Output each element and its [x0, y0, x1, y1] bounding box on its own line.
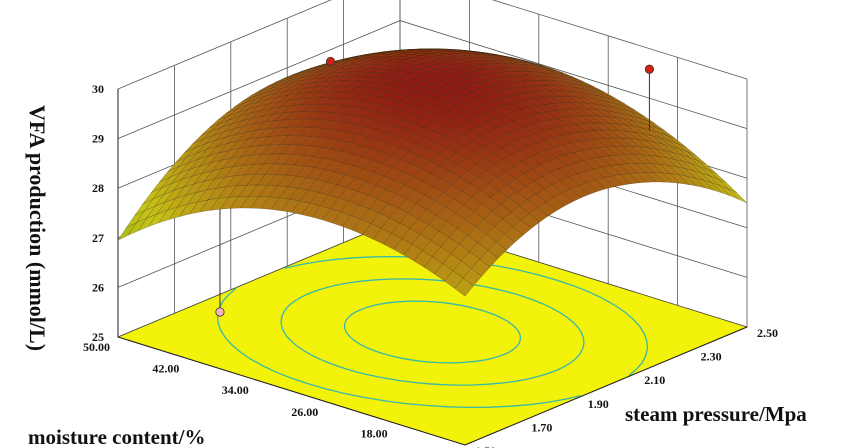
floor-contour	[343, 300, 522, 364]
design-point	[644, 64, 655, 74]
response-surface	[117, 48, 748, 297]
surface-patch	[454, 277, 474, 297]
floor-contour	[216, 287, 581, 409]
z-tick-label: 25	[92, 330, 104, 344]
x-axis-title: steam pressure/Mpa	[625, 402, 807, 426]
floor-plane	[116, 218, 749, 446]
x-tick-label: 2.10	[644, 373, 665, 387]
z-tick-label: 26	[92, 280, 104, 294]
tick-labels: 25262728293010.0018.0026.0034.0042.0050.…	[83, 82, 778, 448]
z-tick-label: 29	[92, 132, 104, 146]
design-point	[325, 56, 336, 67]
front-frame	[117, 89, 748, 446]
x-tick-label: 2.30	[701, 350, 722, 364]
design-point	[215, 307, 225, 317]
y-tick-label: 26.00	[291, 405, 318, 419]
y-tick-label: 18.00	[361, 426, 388, 440]
floor-contour	[556, 279, 649, 377]
design-point-stems-above	[325, 56, 655, 131]
x-tick-label: 2.50	[757, 326, 778, 340]
floor-contour	[280, 278, 585, 386]
z-tick-label: 30	[92, 82, 104, 96]
z-tick-label: 28	[92, 181, 104, 195]
y-tick-label: 42.00	[152, 362, 179, 376]
y-tick-label: 50.00	[83, 340, 110, 354]
floor-front-edge	[117, 326, 748, 446]
grid-line-z	[117, 0, 748, 90]
z-axis-title: VFA production (mmol/L)	[25, 105, 50, 351]
z-tick-label: 27	[92, 231, 104, 245]
x-tick-label: 1.50	[475, 444, 496, 448]
y-axis-title: moisture content/%	[28, 425, 206, 448]
x-tick-label: 1.70	[531, 420, 552, 434]
y-tick-label: 34.00	[222, 383, 249, 397]
x-tick-label: 1.90	[588, 397, 609, 411]
